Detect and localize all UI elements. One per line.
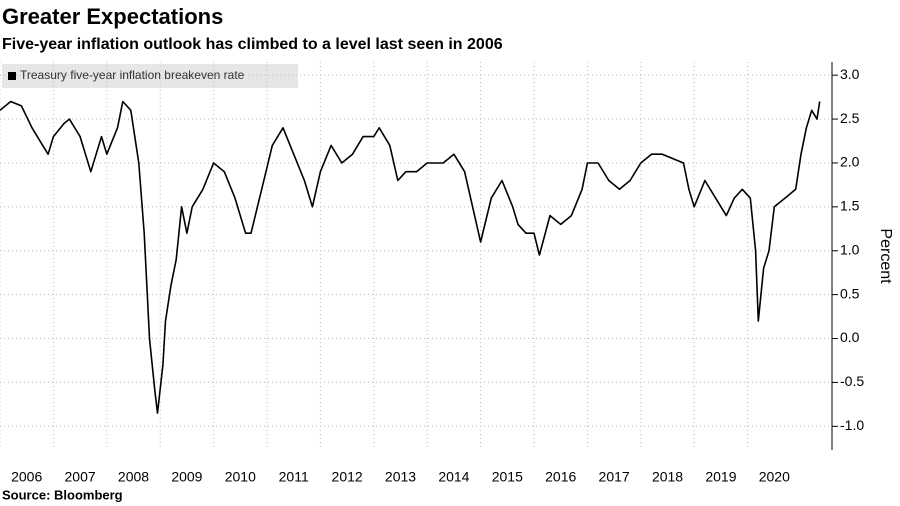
y-tick-label: 0.5 bbox=[840, 285, 860, 301]
y-tick-label: 1.0 bbox=[840, 241, 860, 257]
source: Source: Bloomberg bbox=[2, 487, 123, 502]
y-tick-label: 0.0 bbox=[840, 329, 860, 345]
x-tick-label: 2007 bbox=[65, 469, 96, 485]
legend-swatch bbox=[8, 72, 16, 80]
y-tick-label: 1.5 bbox=[840, 198, 860, 214]
x-tick-label: 2012 bbox=[332, 469, 363, 485]
y-tick-label: 2.0 bbox=[840, 154, 860, 170]
x-tick-label: 2014 bbox=[438, 469, 469, 485]
x-tick-label: 2016 bbox=[545, 469, 576, 485]
chart-title: Greater Expectations bbox=[2, 4, 223, 29]
x-tick-label: 2013 bbox=[385, 469, 416, 485]
x-tick-label: 2010 bbox=[225, 469, 256, 485]
y-tick-label: -1.0 bbox=[840, 417, 864, 433]
x-tick-label: 2015 bbox=[492, 469, 523, 485]
x-tick-label: 2006 bbox=[11, 469, 42, 485]
x-tick-label: 2018 bbox=[652, 469, 683, 485]
x-tick-label: 2017 bbox=[599, 469, 630, 485]
x-tick-label: 2011 bbox=[279, 469, 309, 485]
legend-label: Treasury five-year inflation breakeven r… bbox=[20, 68, 245, 82]
data-line bbox=[0, 100, 821, 414]
x-tick-label: 2019 bbox=[705, 469, 736, 485]
y-axis-title: Percent bbox=[877, 228, 894, 284]
x-tick-label: 2009 bbox=[171, 469, 202, 485]
legend-box bbox=[2, 64, 298, 88]
y-tick-label: 3.0 bbox=[840, 66, 860, 82]
x-tick-label: 2020 bbox=[759, 469, 790, 485]
y-tick-label: -0.5 bbox=[840, 373, 864, 389]
chart-subtitle: Five-year inflation outlook has climbed … bbox=[2, 36, 503, 53]
x-tick-label: 2008 bbox=[118, 469, 149, 485]
y-tick-label: 2.5 bbox=[840, 110, 860, 126]
